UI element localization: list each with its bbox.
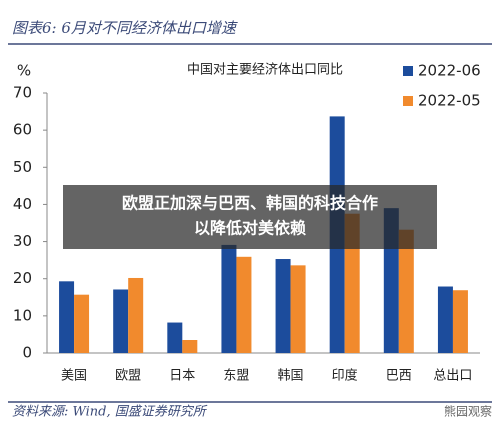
footer-source: 资料来源: Wind, 国盛证券研究所 — [12, 404, 208, 420]
x-tick-label: 欧盟 — [115, 369, 141, 384]
bar — [236, 256, 252, 353]
x-tick-label: 巴西 — [386, 369, 412, 384]
legend-swatch — [403, 96, 413, 106]
bar — [113, 289, 129, 353]
bar — [290, 265, 306, 353]
banner-line: 以降低对美依赖 — [194, 219, 306, 238]
y-tick-label: 30 — [13, 232, 32, 250]
y-tick-label: 60 — [13, 121, 32, 139]
x-tick-label: 美国 — [61, 369, 87, 384]
bar — [167, 322, 183, 353]
plot: 0 10 20 30 40 50 60 70 美国 欧盟 日本 东盟 韩国 印度 巴西 总出口 2022-06 2… — [13, 62, 481, 384]
y-tick-label: 70 — [13, 84, 32, 102]
y-tick-label: 0 — [22, 344, 32, 362]
header-title: 图表6: 6月对不同经济体出口增速 — [12, 19, 238, 37]
bar — [398, 229, 414, 353]
x-tick-label: 日本 — [169, 369, 195, 384]
x-tick-label: 印度 — [332, 368, 358, 384]
bar — [275, 259, 291, 353]
watermark: 熊园观察 — [444, 404, 492, 419]
x-tick-label: 东盟 — [223, 369, 249, 384]
bar — [182, 340, 198, 353]
banner-line: 欧盟正加深与巴西、韩国的科技合作 — [122, 194, 378, 213]
y-tick-label: 20 — [13, 269, 32, 287]
x-tick-label: 韩国 — [278, 369, 304, 384]
y-tick-label: 10 — [13, 306, 32, 324]
legend-label: 2022-06 — [418, 62, 481, 80]
bar — [452, 290, 468, 353]
y-axis-label: % — [17, 62, 31, 80]
banner-background — [63, 185, 437, 249]
bar — [221, 244, 237, 353]
bar — [59, 281, 75, 353]
legend-swatch — [403, 66, 413, 76]
bar — [128, 277, 144, 353]
legend-label: 2022-05 — [418, 92, 481, 110]
chart-title: 中国对主要经济体出口同比 — [187, 63, 343, 78]
bar — [74, 294, 90, 353]
y-tick-label: 50 — [13, 158, 32, 176]
y-tick-label: 40 — [13, 195, 32, 213]
x-tick-label: 总出口 — [433, 369, 472, 384]
bar — [437, 286, 453, 353]
